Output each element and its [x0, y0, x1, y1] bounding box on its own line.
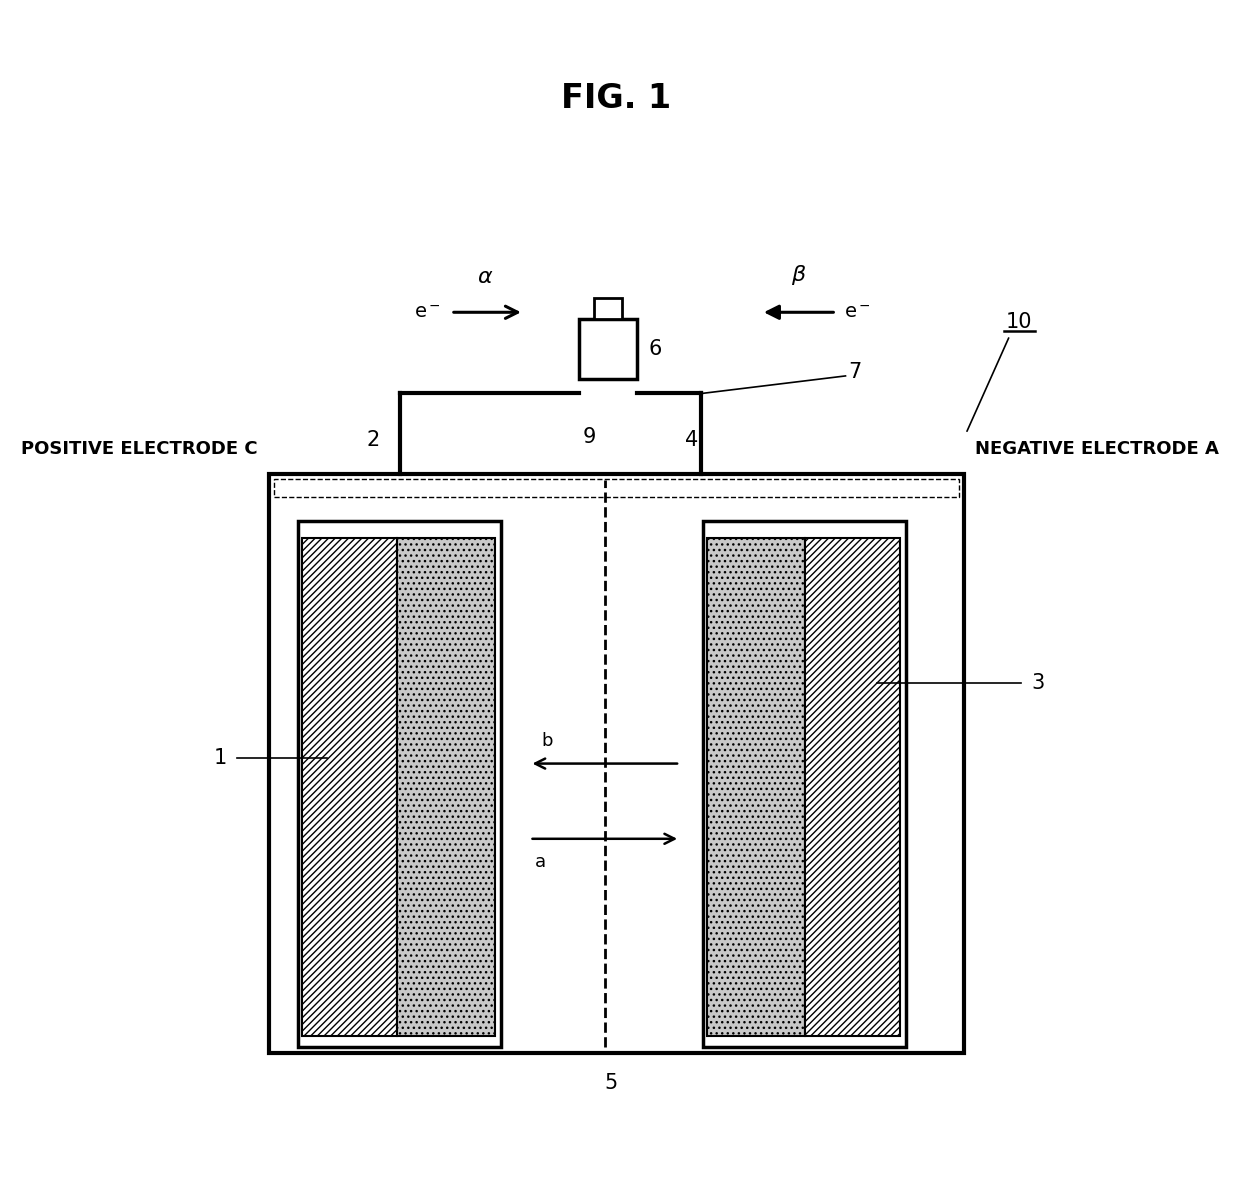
Text: 3: 3: [1030, 673, 1044, 693]
Text: POSITIVE ELECTRODE C: POSITIVE ELECTRODE C: [21, 440, 258, 458]
Bar: [269, 474, 963, 1053]
Text: b: b: [541, 732, 553, 749]
Bar: [703, 520, 905, 1047]
Text: a: a: [536, 853, 547, 871]
Bar: [397, 538, 495, 1036]
Text: 7: 7: [848, 362, 861, 382]
Text: FIG. 1: FIG. 1: [562, 81, 671, 114]
Bar: [707, 538, 805, 1036]
Text: 6: 6: [649, 340, 662, 359]
Bar: [298, 520, 501, 1047]
Text: NEGATIVE ELECTRODE A: NEGATIVE ELECTRODE A: [975, 440, 1219, 458]
Bar: [579, 320, 637, 380]
Text: $\beta$: $\beta$: [791, 263, 807, 287]
Bar: [805, 538, 900, 1036]
Text: $\alpha$: $\alpha$: [477, 267, 494, 287]
Text: 1: 1: [215, 748, 227, 768]
Bar: [274, 479, 959, 498]
Bar: [301, 538, 397, 1036]
Text: 10: 10: [1006, 312, 1033, 332]
Text: 9: 9: [582, 427, 595, 447]
Text: 4: 4: [684, 430, 698, 450]
FancyArrowPatch shape: [768, 306, 833, 319]
Text: e$^-$: e$^-$: [414, 303, 441, 322]
Text: e$^-$: e$^-$: [843, 303, 870, 322]
Text: 2: 2: [367, 430, 379, 450]
Text: 5: 5: [604, 1073, 618, 1093]
Bar: [594, 299, 622, 320]
